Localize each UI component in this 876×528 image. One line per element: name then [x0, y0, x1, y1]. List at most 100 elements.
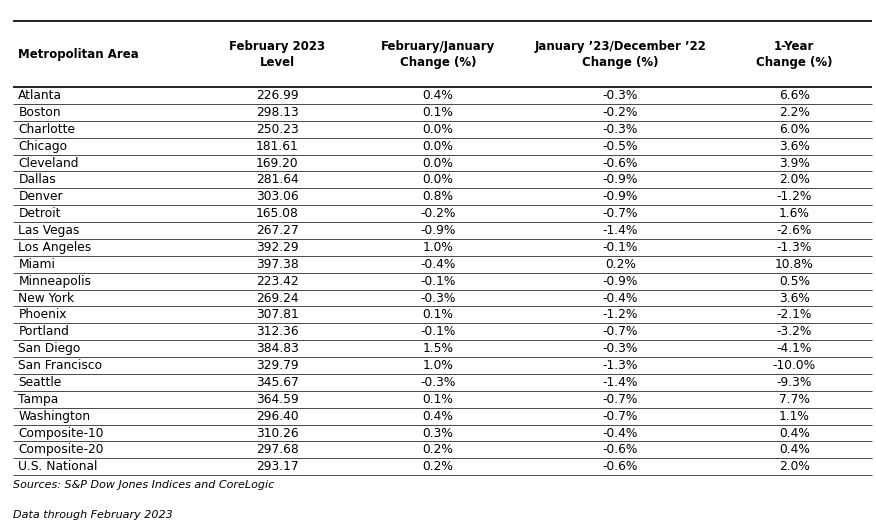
- Text: 384.83: 384.83: [256, 342, 299, 355]
- Text: 3.6%: 3.6%: [779, 140, 809, 153]
- Text: 0.0%: 0.0%: [422, 156, 454, 169]
- Text: Dallas: Dallas: [18, 173, 56, 186]
- Text: Data through February 2023: Data through February 2023: [13, 510, 173, 520]
- Text: 2.0%: 2.0%: [779, 173, 809, 186]
- Text: -1.4%: -1.4%: [603, 376, 639, 389]
- Text: 1-Year
Change (%): 1-Year Change (%): [756, 40, 832, 69]
- Text: -0.4%: -0.4%: [420, 258, 456, 271]
- Text: 307.81: 307.81: [256, 308, 299, 322]
- Text: San Diego: San Diego: [18, 342, 81, 355]
- Text: 0.0%: 0.0%: [422, 123, 454, 136]
- Text: Miami: Miami: [18, 258, 55, 271]
- Text: -1.2%: -1.2%: [603, 308, 639, 322]
- Text: -0.3%: -0.3%: [603, 342, 639, 355]
- Text: 293.17: 293.17: [256, 460, 299, 473]
- Text: -0.6%: -0.6%: [603, 444, 639, 456]
- Text: 0.8%: 0.8%: [422, 190, 454, 203]
- Text: 0.5%: 0.5%: [779, 275, 809, 288]
- Text: -0.4%: -0.4%: [603, 291, 639, 305]
- Text: Detroit: Detroit: [18, 207, 61, 220]
- Text: Composite-20: Composite-20: [18, 444, 104, 456]
- Text: 250.23: 250.23: [256, 123, 299, 136]
- Text: 329.79: 329.79: [256, 359, 299, 372]
- Text: 397.38: 397.38: [256, 258, 299, 271]
- Text: -0.1%: -0.1%: [420, 275, 456, 288]
- Text: -0.1%: -0.1%: [603, 241, 639, 254]
- Text: -0.2%: -0.2%: [603, 106, 639, 119]
- Text: 2.0%: 2.0%: [779, 460, 809, 473]
- Text: -2.6%: -2.6%: [777, 224, 812, 237]
- Text: 310.26: 310.26: [256, 427, 299, 439]
- Text: -0.4%: -0.4%: [603, 427, 639, 439]
- Text: New York: New York: [18, 291, 74, 305]
- Text: U.S. National: U.S. National: [18, 460, 98, 473]
- Text: Composite-10: Composite-10: [18, 427, 104, 439]
- Text: 1.1%: 1.1%: [779, 410, 809, 422]
- Text: January ’23/December ’22
Change (%): January ’23/December ’22 Change (%): [534, 40, 706, 69]
- Text: 223.42: 223.42: [256, 275, 299, 288]
- Text: Boston: Boston: [18, 106, 61, 119]
- Text: 169.20: 169.20: [256, 156, 299, 169]
- Text: Tampa: Tampa: [18, 393, 59, 406]
- Text: -0.9%: -0.9%: [420, 224, 456, 237]
- Text: Denver: Denver: [18, 190, 63, 203]
- Text: -0.9%: -0.9%: [603, 173, 639, 186]
- Text: 3.9%: 3.9%: [779, 156, 809, 169]
- Text: -0.3%: -0.3%: [420, 376, 456, 389]
- Text: 1.0%: 1.0%: [422, 359, 454, 372]
- Text: 0.3%: 0.3%: [422, 427, 454, 439]
- Text: 0.1%: 0.1%: [422, 308, 454, 322]
- Text: Sources: S&P Dow Jones Indices and CoreLogic: Sources: S&P Dow Jones Indices and CoreL…: [13, 480, 274, 491]
- Text: 10.8%: 10.8%: [775, 258, 814, 271]
- Text: Atlanta: Atlanta: [18, 89, 62, 102]
- Text: 7.7%: 7.7%: [779, 393, 809, 406]
- Text: 0.2%: 0.2%: [422, 444, 454, 456]
- Text: Phoenix: Phoenix: [18, 308, 67, 322]
- Text: -0.3%: -0.3%: [603, 123, 639, 136]
- Text: -0.6%: -0.6%: [603, 156, 639, 169]
- Text: -1.2%: -1.2%: [777, 190, 812, 203]
- Text: 2.2%: 2.2%: [779, 106, 809, 119]
- Text: 296.40: 296.40: [256, 410, 299, 422]
- Text: -0.3%: -0.3%: [420, 291, 456, 305]
- Text: 1.5%: 1.5%: [422, 342, 454, 355]
- Text: -0.7%: -0.7%: [603, 325, 639, 338]
- Text: 0.0%: 0.0%: [422, 173, 454, 186]
- Text: 0.4%: 0.4%: [779, 444, 809, 456]
- Text: -1.3%: -1.3%: [603, 359, 639, 372]
- Text: -9.3%: -9.3%: [777, 376, 812, 389]
- Text: Portland: Portland: [18, 325, 69, 338]
- Text: Charlotte: Charlotte: [18, 123, 75, 136]
- Text: Washington: Washington: [18, 410, 90, 422]
- Text: 297.68: 297.68: [256, 444, 299, 456]
- Text: 0.4%: 0.4%: [779, 427, 809, 439]
- Text: 1.6%: 1.6%: [779, 207, 809, 220]
- Text: February/January
Change (%): February/January Change (%): [381, 40, 495, 69]
- Text: February 2023
Level: February 2023 Level: [229, 40, 325, 69]
- Text: Los Angeles: Los Angeles: [18, 241, 92, 254]
- Text: -0.7%: -0.7%: [603, 410, 639, 422]
- Text: 0.1%: 0.1%: [422, 106, 454, 119]
- Text: -0.3%: -0.3%: [603, 89, 639, 102]
- Text: 0.2%: 0.2%: [422, 460, 454, 473]
- Text: -3.2%: -3.2%: [777, 325, 812, 338]
- Text: 312.36: 312.36: [256, 325, 299, 338]
- Text: -1.4%: -1.4%: [603, 224, 639, 237]
- Text: Cleveland: Cleveland: [18, 156, 79, 169]
- Text: -0.9%: -0.9%: [603, 275, 639, 288]
- Text: 364.59: 364.59: [256, 393, 299, 406]
- Text: Chicago: Chicago: [18, 140, 67, 153]
- Text: 267.27: 267.27: [256, 224, 299, 237]
- Text: Metropolitan Area: Metropolitan Area: [18, 48, 139, 61]
- Text: Seattle: Seattle: [18, 376, 61, 389]
- Text: 0.4%: 0.4%: [422, 89, 454, 102]
- Text: -4.1%: -4.1%: [777, 342, 812, 355]
- Text: 3.6%: 3.6%: [779, 291, 809, 305]
- Text: 392.29: 392.29: [256, 241, 299, 254]
- Text: 1.0%: 1.0%: [422, 241, 454, 254]
- Text: Minneapolis: Minneapolis: [18, 275, 91, 288]
- Text: Las Vegas: Las Vegas: [18, 224, 80, 237]
- Text: 0.0%: 0.0%: [422, 140, 454, 153]
- Text: -10.0%: -10.0%: [773, 359, 816, 372]
- Text: -1.3%: -1.3%: [777, 241, 812, 254]
